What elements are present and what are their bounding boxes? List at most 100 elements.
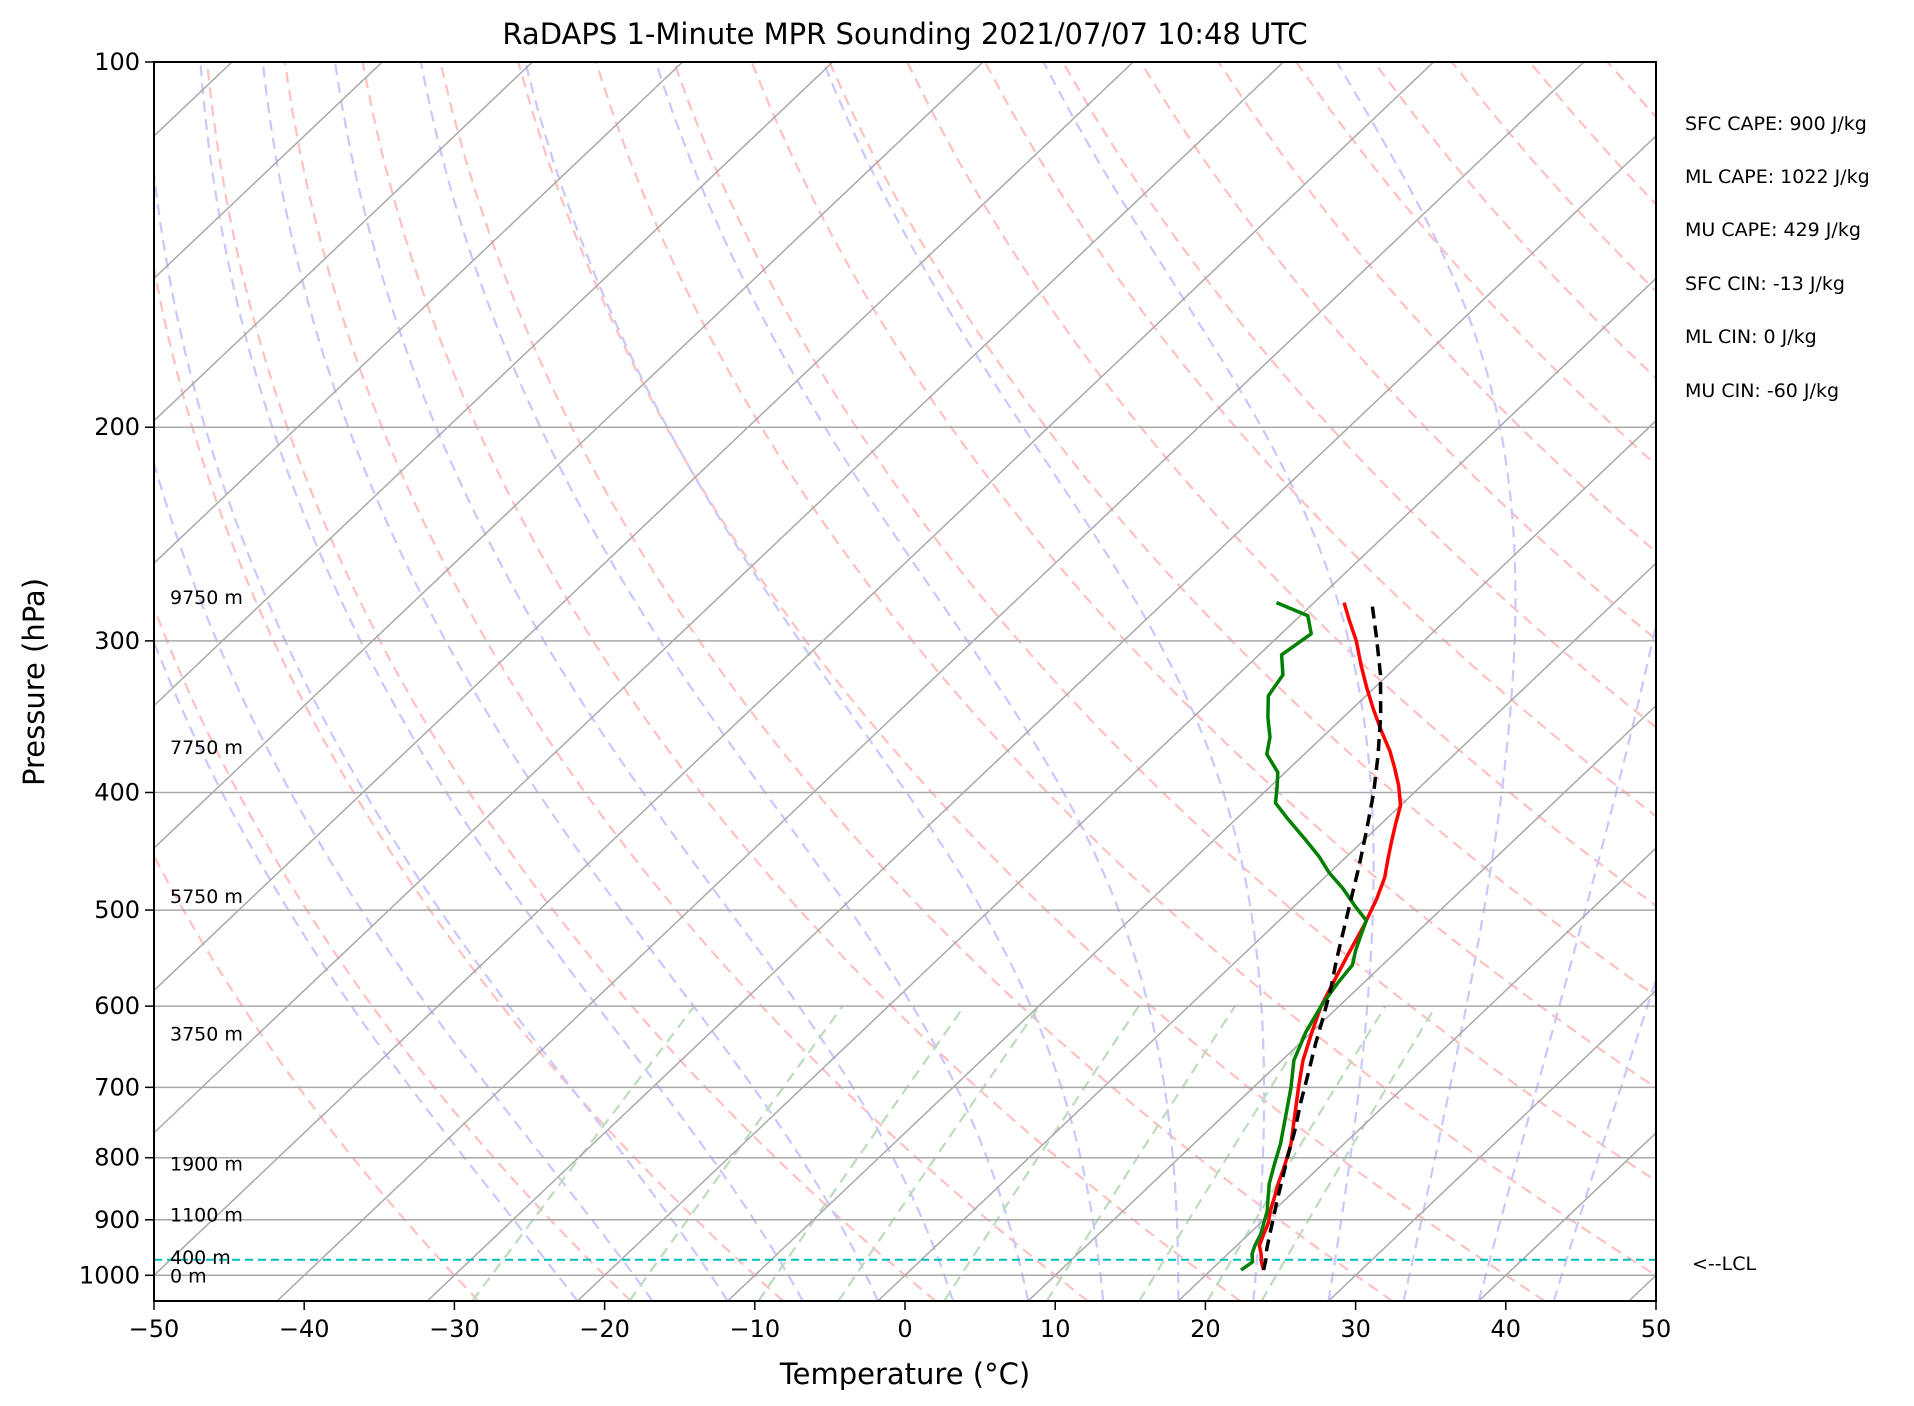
- y-tick-label: 700: [94, 1073, 140, 1101]
- dry-adiabat: [984, 62, 1656, 818]
- x-tick-label: 40: [1491, 1315, 1522, 1343]
- x-tick-label: −50: [129, 1315, 180, 1343]
- moist-adiabat: [154, 164, 729, 1301]
- isotherm: [1628, 1274, 1656, 1301]
- isotherm: [1327, 989, 1656, 1301]
- isotherm: [1478, 1131, 1656, 1301]
- mixing-ratio-line: [1138, 1005, 1323, 1301]
- height-label: 9750 m: [170, 587, 243, 609]
- mixing-ratio-line: [943, 1005, 1140, 1301]
- dry-adiabat: [154, 853, 480, 1301]
- y-tick-label: 400: [94, 778, 140, 806]
- y-tick-label: 600: [94, 992, 140, 1020]
- dry-adiabat: [1450, 62, 1656, 293]
- height-label: 5750 m: [170, 886, 243, 908]
- y-tick-label: 300: [94, 627, 140, 655]
- background-lines: [154, 62, 1914, 1301]
- moist-adiabat: [154, 459, 654, 1301]
- x-tick-label: 20: [1190, 1315, 1221, 1343]
- mixing-ratio-line: [757, 1005, 966, 1301]
- y-axis-ticks: 100 200 300 400 500 600 700 800 900 1000: [79, 48, 154, 1289]
- y-tick-label: 100: [94, 48, 140, 76]
- dry-adiabat: [154, 262, 784, 1301]
- dry-adiabat: [1061, 62, 1656, 729]
- isotherm: [727, 419, 1656, 1301]
- dry-adiabat: [750, 62, 1656, 1090]
- y-tick-label: 1000: [79, 1261, 140, 1289]
- x-tick-label: −10: [729, 1315, 780, 1343]
- isotherm: [154, 62, 834, 707]
- dry-adiabat: [205, 62, 937, 1301]
- dry-adiabat: [672, 62, 1656, 1183]
- moist-adiabat: [1042, 62, 1375, 1301]
- x-tick-label: 0: [897, 1315, 912, 1343]
- isotherm: [426, 134, 1656, 1301]
- x-tick-label: −30: [429, 1315, 480, 1343]
- data-series: [1240, 600, 1403, 1272]
- dry-adiabat: [1139, 62, 1656, 641]
- stats-panel: SFC CAPE: 900 J/kg ML CAPE: 1022 J/kg MU…: [1685, 113, 1870, 402]
- isotherm: [154, 62, 1435, 1277]
- x-axis-label: Temperature (°C): [779, 1357, 1030, 1391]
- dry-adiabat: [1763, 62, 1914, 1301]
- isotherm: [276, 62, 1585, 1301]
- isotherm: [154, 62, 1134, 992]
- dry-adiabat: [594, 62, 1656, 1277]
- isotherm: [154, 62, 533, 422]
- height-labels: 9750 m 7750 m 5750 m 3750 m 1900 m 1100 m 400 …: [170, 587, 243, 1287]
- plot-frame: [153, 61, 1657, 1302]
- isotherm: [154, 62, 684, 565]
- dry-adiabat: [439, 62, 1394, 1301]
- moist-adiabat: [154, 639, 579, 1301]
- isotherm: [576, 277, 1656, 1301]
- stat-ml-cin: ML CIN: 0 J/kg: [1685, 326, 1817, 348]
- x-tick-label: 30: [1340, 1315, 1371, 1343]
- x-tick-label: 10: [1040, 1315, 1071, 1343]
- lcl-label: <--LCL: [1692, 1253, 1756, 1275]
- mixing-ratio-line: [1045, 1005, 1237, 1301]
- height-label: 7750 m: [170, 737, 243, 759]
- y-tick-label: 800: [94, 1144, 140, 1172]
- stat-mu-cape: MU CAPE: 429 J/kg: [1685, 219, 1861, 241]
- dry-adiabat: [1217, 62, 1656, 554]
- height-label: 400 m: [170, 1247, 231, 1269]
- height-label: 0 m: [170, 1265, 207, 1287]
- dry-adiabat: [1373, 62, 1656, 380]
- mixing-ratio-line: [837, 1005, 1041, 1301]
- stat-sfc-cin: SFC CIN: -13 J/kg: [1685, 273, 1845, 295]
- moist-adiabat: [822, 62, 1266, 1301]
- x-tick-label: −40: [279, 1315, 330, 1343]
- x-tick-label: 50: [1641, 1315, 1672, 1343]
- y-tick-label: 900: [94, 1206, 140, 1234]
- isotherm: [154, 62, 984, 850]
- moist-adiabat: [333, 62, 955, 1301]
- dewpoint-line: [1240, 600, 1369, 1272]
- x-tick-label: −20: [579, 1315, 630, 1343]
- mixing-ratio-line: [1260, 1005, 1437, 1301]
- chart-title: RaDAPS 1-Minute MPR Sounding 2021/07/07 …: [502, 17, 1307, 51]
- stat-mu-cin: MU CIN: -60 J/kg: [1685, 380, 1839, 402]
- moist-adiabat: [261, 62, 879, 1301]
- isotherm: [154, 62, 1284, 1134]
- height-label: 1100 m: [170, 1204, 243, 1226]
- moist-adiabat: [1552, 976, 1656, 1301]
- isotherm: [1027, 704, 1656, 1301]
- x-axis-ticks: −50 −40 −30 −20 −10 0 10 20 30 40 50: [129, 1301, 1672, 1343]
- dry-adiabat: [1685, 62, 1914, 1301]
- mixing-ratio-line: [471, 1005, 696, 1301]
- moist-adiabat: [419, 62, 1030, 1301]
- height-label: 3750 m: [170, 1024, 243, 1046]
- dry-adiabat: [154, 604, 632, 1301]
- moist-adiabat: [1477, 620, 1656, 1301]
- y-tick-label: 200: [94, 413, 140, 441]
- stat-sfc-cape: SFC CAPE: 900 J/kg: [1685, 113, 1867, 135]
- y-axis-label: Pressure (hPa): [17, 578, 51, 786]
- isotherm: [1177, 847, 1656, 1301]
- moist-adiabat: [1335, 62, 1517, 1301]
- moist-adiabat: [524, 62, 1105, 1301]
- isotherm: [154, 62, 383, 280]
- isotherm: [1779, 62, 1914, 1301]
- dry-adiabat: [361, 62, 1241, 1301]
- dry-adiabat: [828, 62, 1656, 998]
